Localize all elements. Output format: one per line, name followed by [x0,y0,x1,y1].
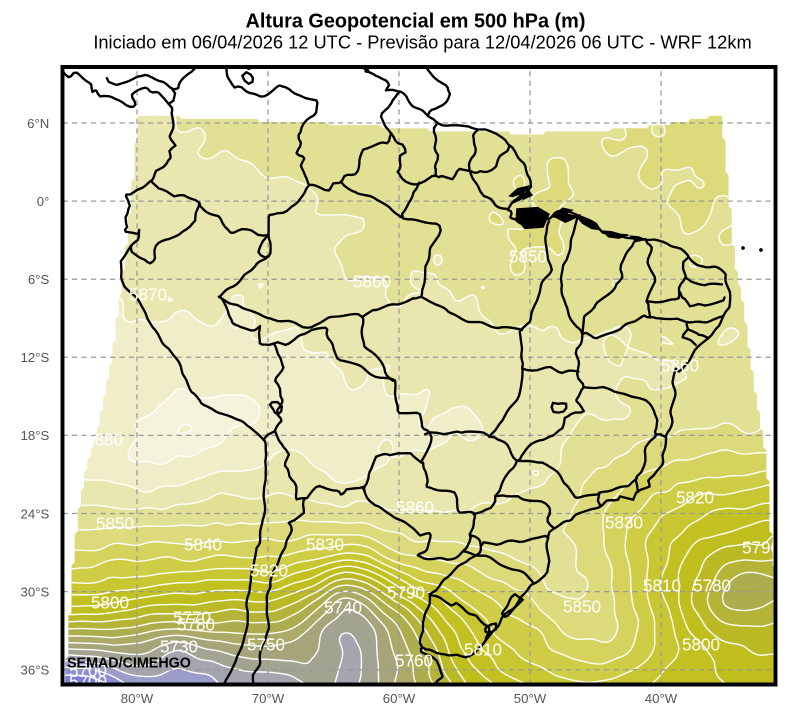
svg-text:5700: 5700 [69,672,107,691]
svg-text:24°S: 24°S [21,506,50,521]
svg-text:5780: 5780 [693,576,731,595]
svg-text:5800: 5800 [91,593,129,612]
svg-text:5830: 5830 [306,535,344,554]
svg-text:5810: 5810 [464,640,502,659]
svg-text:12°S: 12°S [21,350,50,365]
svg-text:5820: 5820 [676,488,714,507]
svg-text:5860: 5860 [396,498,434,517]
svg-text:50°W: 50°W [514,691,547,706]
svg-text:60°W: 60°W [383,691,416,706]
svg-text:0°: 0° [37,194,50,209]
svg-text:5770: 5770 [173,608,211,627]
svg-text:5700: 5700 [69,661,107,680]
svg-text:5800: 5800 [682,635,720,654]
svg-text:40°W: 40°W [645,691,678,706]
svg-text:18°S: 18°S [21,428,50,443]
svg-text:5850: 5850 [509,247,547,266]
svg-text:5850: 5850 [96,514,134,533]
svg-text:5880: 5880 [85,430,123,449]
svg-text:5860: 5860 [353,272,391,291]
svg-text:5780: 5780 [177,615,215,634]
svg-text:Altura Geopotencial em 500 hPa: Altura Geopotencial em 500 hPa (m) [246,11,586,33]
svg-text:30°S: 30°S [21,584,50,599]
svg-text:70°W: 70°W [252,691,285,706]
svg-text:5790: 5790 [387,583,425,602]
svg-text:5830: 5830 [605,513,643,532]
svg-text:5850: 5850 [563,597,601,616]
svg-text:5820: 5820 [250,561,288,580]
svg-text:36°S: 36°S [21,662,50,677]
svg-text:SEMAD/CIMEHGO: SEMAD/CIMEHGO [67,656,191,672]
svg-text:5790: 5790 [742,538,780,557]
svg-text:5810: 5810 [643,576,681,595]
svg-text:Iniciado em 06/04/2026 12 UTC: Iniciado em 06/04/2026 12 UTC - Previsão… [93,32,751,53]
svg-text:5870: 5870 [129,285,167,304]
svg-text:5760: 5760 [395,651,433,670]
svg-text:6°S: 6°S [28,272,50,287]
svg-text:5860: 5860 [661,356,699,375]
svg-text:5740: 5740 [324,598,362,617]
svg-text:5840: 5840 [184,535,222,554]
svg-text:6°N: 6°N [27,116,49,131]
svg-text:5730: 5730 [160,637,198,656]
svg-text:80°W: 80°W [121,691,154,706]
svg-text:5750: 5750 [247,635,285,654]
